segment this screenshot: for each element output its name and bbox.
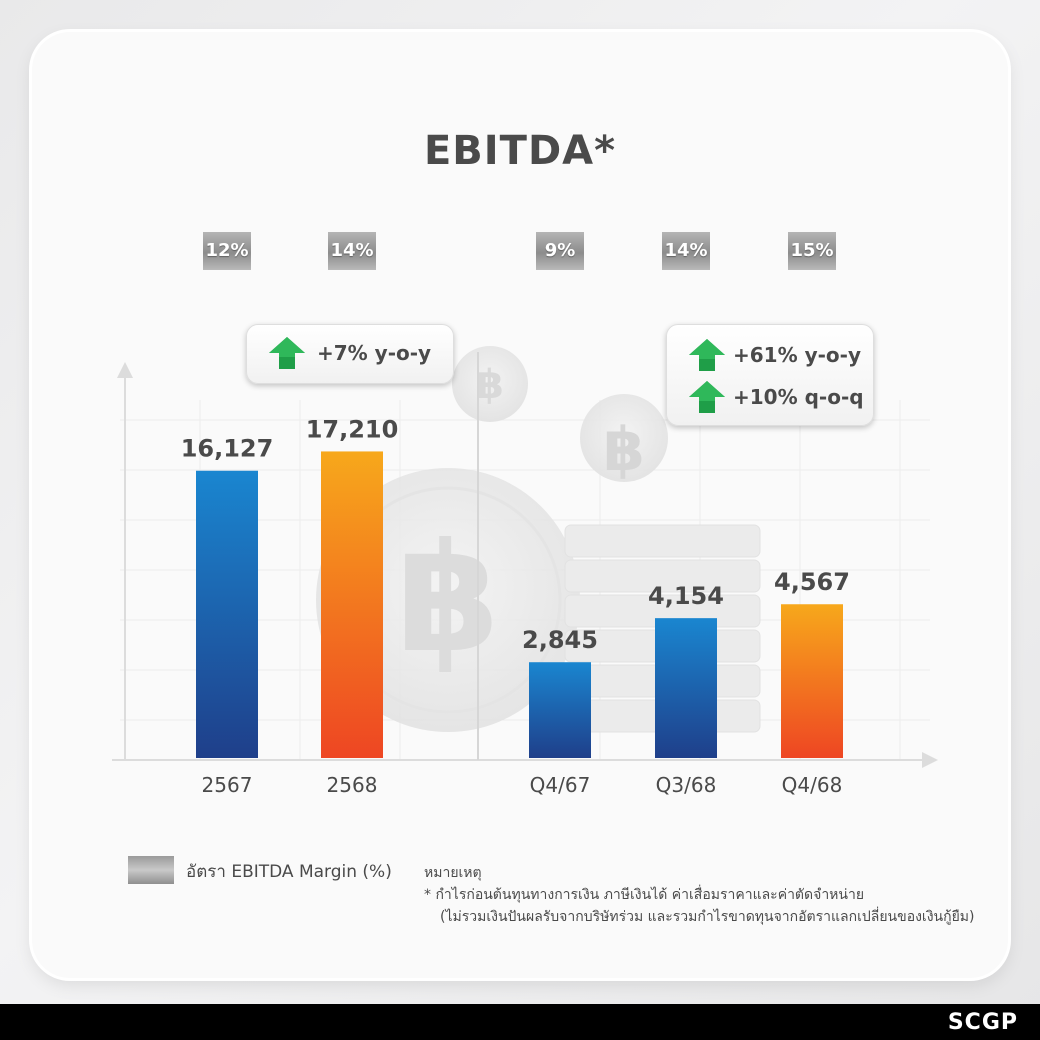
bar-2567	[196, 470, 258, 758]
up-arrow-icon	[269, 337, 305, 369]
quarterly-growth-callout: +61% y-o-y +10% q-o-q	[666, 324, 874, 426]
up-arrow-icon	[689, 381, 725, 413]
chart-title: EBITDA*	[423, 128, 617, 174]
value-label-Q4-67: 2,845	[522, 626, 598, 654]
bar-2568	[321, 451, 383, 758]
brand-logo-text: SCGP	[947, 1010, 1018, 1035]
margin-badge-2567: 12%	[203, 232, 251, 270]
labels-layer: 16,127 2567 17,210 2568 2,845 Q4/67 4,154 Q3/68…	[181, 415, 850, 797]
quarterly-qoq-text: +10% q-o-q	[733, 385, 864, 409]
svg-text:฿: ฿	[603, 415, 645, 485]
category-label-Q4-68: Q4/68	[782, 773, 843, 797]
footer-bar: SCGP	[0, 1004, 1040, 1040]
annual-yoy-text: +7% y-o-y	[317, 341, 432, 365]
value-label-Q4-68: 4,567	[774, 568, 850, 596]
margin-badge-2568: 14%	[328, 232, 376, 270]
svg-text:฿: ฿	[396, 512, 500, 686]
up-arrow-icon	[689, 339, 725, 371]
value-label-2567: 16,127	[181, 435, 274, 463]
value-label-2568: 17,210	[306, 415, 399, 443]
legend-label: อัตรา EBITDA Margin (%)	[186, 862, 392, 882]
category-label-Q4-67: Q4/67	[530, 773, 591, 797]
axes	[112, 352, 938, 768]
quarterly-yoy-text: +61% y-o-y	[733, 343, 862, 367]
note-title: หมายเหตุ	[424, 865, 482, 881]
note-line-1: * กำไรก่อนต้นทุนทางการเงิน ภาษีเงินได้ ค…	[424, 887, 865, 903]
value-label-Q3-68: 4,154	[648, 582, 724, 610]
margin-badge-q3-68: 14%	[662, 232, 710, 270]
margin-badge-q4-68: 15%	[788, 232, 836, 270]
legend-swatch	[128, 856, 174, 884]
category-label-2567: 2567	[202, 773, 253, 797]
bar-Q4-67	[529, 662, 591, 758]
category-label-Q3-68: Q3/68	[656, 773, 717, 797]
margin-badge-q4-67: 9%	[536, 232, 584, 270]
bar-Q4-68	[781, 604, 843, 758]
category-label-2568: 2568	[327, 773, 378, 797]
note-line-2: (ไม่รวมเงินปันผลรับจากบริษัทร่วม และรวมก…	[440, 909, 975, 925]
bars-layer	[196, 451, 843, 758]
bar-Q3-68	[655, 618, 717, 758]
annual-growth-callout: +7% y-o-y	[246, 324, 454, 384]
svg-text:฿: ฿	[476, 362, 504, 408]
